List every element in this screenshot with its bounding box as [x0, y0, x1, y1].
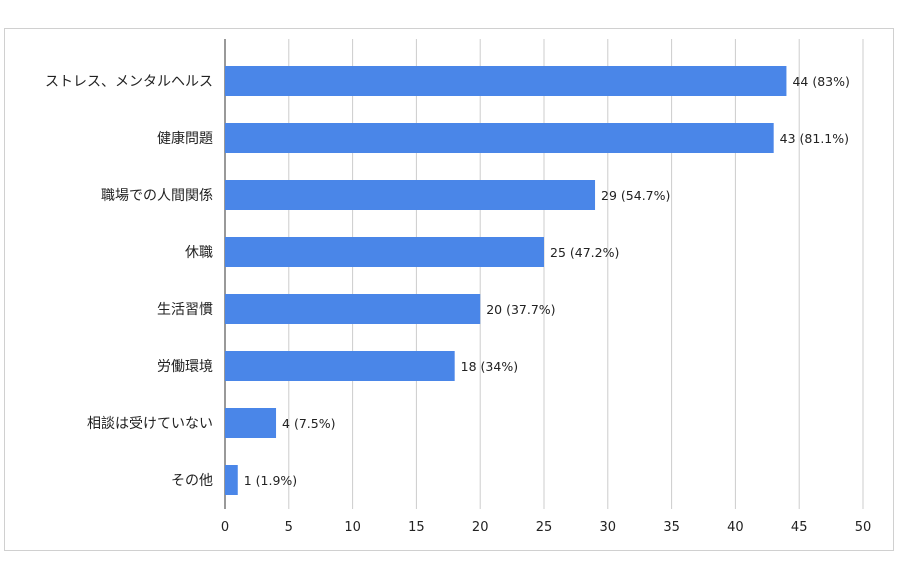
category-label: 休職 — [185, 245, 213, 261]
x-tick-label: 20 — [472, 520, 489, 535]
data-label: 4 (7.5%) — [282, 416, 335, 431]
bar — [225, 294, 481, 324]
bar — [225, 408, 277, 438]
x-tick-label: 25 — [536, 520, 553, 535]
data-label: 20 (37.7%) — [486, 302, 555, 317]
data-label: 44 (83%) — [792, 74, 849, 89]
x-tick-label: 0 — [221, 520, 229, 535]
bar-chart: ストレス、メンタルヘルス健康問題職場での人間関係休職生活習慣労働環境相談は受けて… — [45, 39, 871, 535]
category-label: 労働環境 — [157, 359, 213, 375]
x-tick-label: 45 — [791, 520, 808, 535]
data-labels: 44 (83%) 43 (81.1%) 29 (54.7%) 25 (47.2%) 20… — [244, 74, 850, 488]
bar — [225, 237, 544, 267]
x-tick-label: 15 — [408, 520, 425, 535]
bars — [225, 66, 787, 495]
data-label: 29 (54.7%) — [601, 188, 670, 203]
category-label: その他 — [171, 473, 213, 489]
x-tick-label: 10 — [344, 520, 361, 535]
x-axis-tick-labels: 0 5 10 15 20 25 30 35 40 45 50 — [221, 520, 871, 535]
data-label: 18 (34%) — [461, 359, 518, 374]
data-label: 1 (1.9%) — [244, 473, 297, 488]
category-labels: ストレス、メンタルヘルス健康問題職場での人間関係休職生活習慣労働環境相談は受けて… — [45, 74, 213, 489]
bar — [225, 123, 774, 153]
x-tick-label: 40 — [727, 520, 744, 535]
category-label: 職場での人間関係 — [101, 188, 213, 204]
x-tick-label: 30 — [600, 520, 617, 535]
category-label: ストレス、メンタルヘルス — [45, 74, 213, 90]
x-tick-label: 35 — [663, 520, 680, 535]
gridlines — [224, 39, 864, 509]
category-label: 健康問題 — [157, 130, 213, 147]
bar — [225, 180, 596, 210]
bar — [225, 351, 455, 381]
x-tick-label: 5 — [285, 520, 293, 535]
bar — [225, 465, 238, 495]
data-label: 25 (47.2%) — [550, 245, 619, 260]
bar — [225, 66, 787, 96]
x-tick-label: 50 — [855, 520, 872, 535]
category-label: 生活習慣 — [157, 301, 213, 318]
chart-frame: ストレス、メンタルヘルス健康問題職場での人間関係休職生活習慣労働環境相談は受けて… — [4, 28, 894, 551]
data-label: 43 (81.1%) — [780, 131, 849, 146]
category-label: 相談は受けていない — [87, 416, 213, 432]
